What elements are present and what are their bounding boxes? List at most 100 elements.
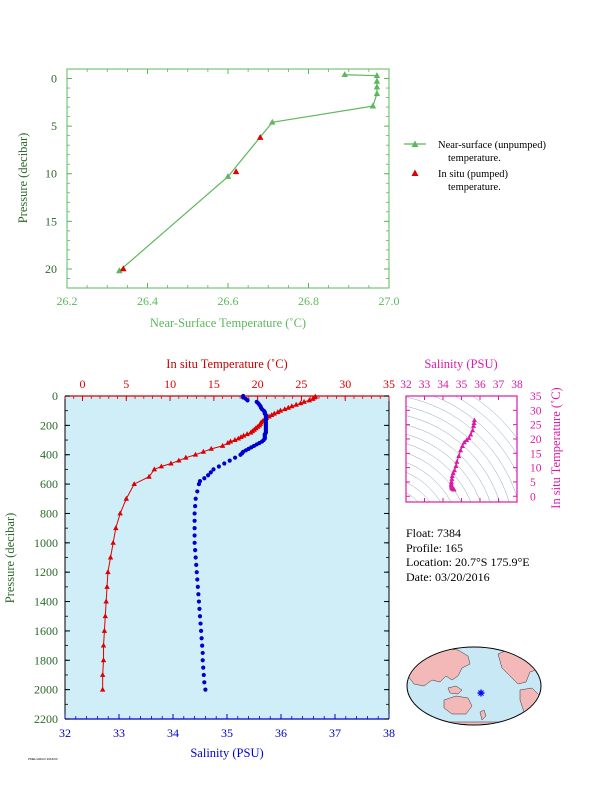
temperature-point — [282, 406, 288, 412]
marker-d2 — [478, 690, 484, 696]
salinity-point — [198, 628, 204, 634]
ts-point — [468, 431, 474, 437]
temperature-point — [275, 409, 281, 415]
temperature-point — [268, 412, 275, 418]
temperature-point — [200, 448, 207, 454]
top-x-tick-label: 26.4 — [137, 294, 158, 308]
salinity-point — [192, 518, 197, 523]
top-y-axis-label: Pressure (decibar) — [16, 133, 30, 224]
map-antarctica — [407, 721, 541, 725]
salinity-point — [245, 398, 250, 403]
salinity-point — [196, 481, 202, 487]
ts-point — [464, 437, 470, 442]
ts-diagram: 32 33 34 35 36 37 38 0 5 10 15 20 25 30 35 Salinity (P… — [400, 357, 563, 509]
ts-x-tick-label: 36 — [474, 379, 486, 391]
top-y-tick-label: 0 — [51, 72, 57, 86]
salinity-point — [195, 584, 200, 589]
salinity-point — [227, 458, 232, 463]
pressure-tick-label: 0 — [52, 389, 58, 403]
top-plot-series — [116, 71, 381, 274]
map-indonesia — [447, 685, 463, 695]
salinity-point — [216, 464, 221, 469]
ts-y-axis-label: In situ Temperature (˚C) — [549, 387, 563, 508]
ts-point — [456, 453, 462, 458]
ts-x-tick-label: 37 — [493, 379, 505, 391]
ts-y-tick-label: 25 — [530, 420, 542, 432]
salinity-point — [202, 476, 207, 481]
salinity-point — [192, 511, 197, 516]
legend-unpumped-marker — [411, 140, 419, 147]
ts-point — [471, 417, 477, 423]
profile-number: Profile: 165 — [406, 540, 463, 555]
ts-y-tick-label: 35 — [530, 391, 542, 403]
temperature-point — [289, 403, 295, 409]
temp-tick-label: 30 — [339, 377, 351, 391]
ts-x-axis-label: Salinity (PSU) — [424, 357, 497, 371]
salinity-point — [200, 650, 205, 656]
ts-point — [449, 473, 455, 479]
footer-credit: PMEL/ARGO 2016/03 — [28, 757, 58, 761]
pumped-point — [120, 265, 127, 272]
pressure-tick-label: 200 — [40, 418, 58, 432]
top-x-axis-label: Near-Surface Temperature (˚C) — [150, 316, 306, 330]
temperature-point — [100, 642, 107, 648]
pressure-tick-label: 600 — [40, 477, 58, 491]
ts-point — [461, 439, 467, 445]
profile-chart: 0 5 10 15 20 25 30 35 32 33 34 35 36 37 38 0 200 400 600 80… — [3, 357, 395, 760]
top-legend: Near-surface (unpumped) temperature. In … — [404, 140, 549, 193]
legend-unpumped-label: Near-surface (unpumped) temperature. — [438, 140, 549, 164]
temperature-point — [306, 397, 313, 403]
salinity-point — [195, 489, 200, 494]
map-australia — [443, 695, 473, 715]
salinity-point — [198, 621, 203, 626]
unpumped-point — [369, 102, 377, 109]
ts-point — [448, 479, 455, 484]
ts-x-tick-label: 34 — [437, 379, 449, 391]
main-plot-series — [99, 393, 319, 692]
legend-pumped-line2: temperature. — [448, 182, 501, 193]
temperature-point — [110, 539, 116, 545]
temperature-point — [277, 407, 284, 413]
salinity-point — [202, 680, 207, 685]
temperature-point — [99, 671, 106, 677]
salinity-point — [238, 452, 243, 457]
salinity-point — [192, 540, 197, 545]
unpumped-point — [341, 71, 348, 78]
ts-y-tick-label: 0 — [530, 491, 536, 503]
legend-unpumped-line1: Near-surface (unpumped) — [438, 140, 546, 151]
float-location: Location: 20.7°S 175.9°E — [406, 555, 530, 569]
temperature-point — [183, 454, 189, 460]
ts-x-tick-label: 35 — [456, 379, 468, 391]
top-x-tick-label: 26.8 — [298, 294, 319, 308]
pressure-tick-label: 1000 — [34, 536, 58, 550]
pressure-tick-label: 1200 — [34, 565, 58, 579]
pressure-tick-label: 2000 — [34, 683, 58, 697]
ts-point — [466, 435, 472, 440]
temperature-point — [102, 613, 108, 619]
temperature-point — [168, 460, 174, 466]
sal-tick-label: 37 — [329, 726, 341, 740]
salinity-point — [193, 504, 198, 509]
temperature-point — [227, 438, 234, 444]
temperature-point — [99, 686, 106, 692]
temperature-point — [244, 431, 250, 437]
ts-point — [459, 443, 465, 448]
top-y-tick-label: 15 — [45, 214, 57, 228]
temperature-point — [192, 451, 199, 457]
salinity-point — [208, 470, 213, 475]
salinity-point — [200, 658, 205, 663]
salinity-point — [192, 526, 197, 531]
pumped-point — [232, 168, 240, 175]
sal-tick-label: 33 — [113, 726, 125, 740]
salinity-axis-label: Salinity (PSU) — [190, 746, 263, 760]
salinity-point — [195, 577, 200, 582]
ts-y-tick-label: 5 — [530, 477, 536, 489]
unpumped-point — [373, 72, 381, 79]
temp-tick-label: 0 — [80, 377, 86, 391]
temp-tick-label: 10 — [164, 377, 176, 391]
salinity-point — [200, 643, 205, 648]
temperature-point — [301, 398, 307, 404]
sal-tick-label: 36 — [275, 726, 287, 740]
near-surface-chart: 26.2 26.4 26.6 26.8 27.0 0 5 10 15 20 Near-Surfac… — [16, 68, 549, 330]
main-y-axis-label: Pressure (decibar) — [3, 513, 17, 604]
